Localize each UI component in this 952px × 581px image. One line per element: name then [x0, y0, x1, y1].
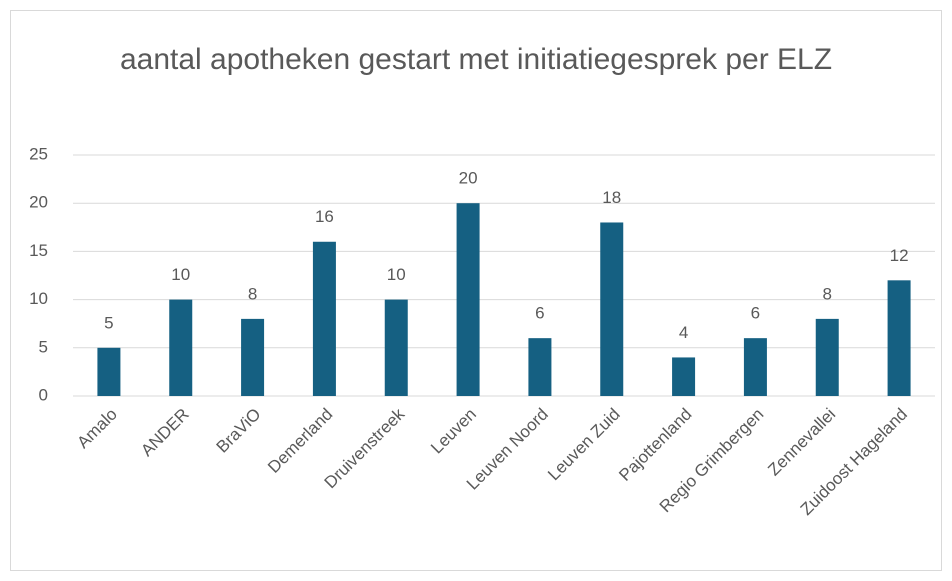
- data-label: 6: [535, 304, 544, 323]
- y-tick-label: 5: [39, 337, 48, 356]
- bar: [528, 338, 552, 396]
- bar: [384, 299, 408, 396]
- data-label: 5: [104, 313, 113, 332]
- chart-title: aantal apotheken gestart met initiatiege…: [119, 43, 833, 76]
- data-label: 10: [171, 265, 190, 284]
- y-tick-label: 0: [39, 385, 48, 404]
- data-label: 18: [602, 188, 621, 207]
- data-label: 20: [459, 169, 478, 188]
- y-tick-label: 25: [29, 144, 48, 163]
- bar: [743, 338, 767, 396]
- data-label: 10: [387, 265, 406, 284]
- bar: [600, 222, 624, 396]
- data-label: 12: [890, 246, 909, 265]
- y-tick-label: 20: [29, 193, 48, 212]
- data-label: 16: [315, 207, 334, 226]
- bar: [97, 347, 121, 396]
- data-label: 8: [823, 284, 832, 303]
- data-label: 8: [248, 284, 257, 303]
- bar: [169, 299, 193, 396]
- bar: [312, 241, 336, 396]
- data-label: 6: [751, 304, 760, 323]
- bar: [456, 203, 480, 396]
- bar: [672, 357, 696, 396]
- bar: [241, 318, 265, 396]
- y-tick-label: 10: [29, 289, 48, 308]
- data-label: 4: [679, 323, 688, 342]
- bar: [887, 280, 911, 396]
- bar: [815, 318, 839, 396]
- y-tick-label: 15: [29, 241, 48, 260]
